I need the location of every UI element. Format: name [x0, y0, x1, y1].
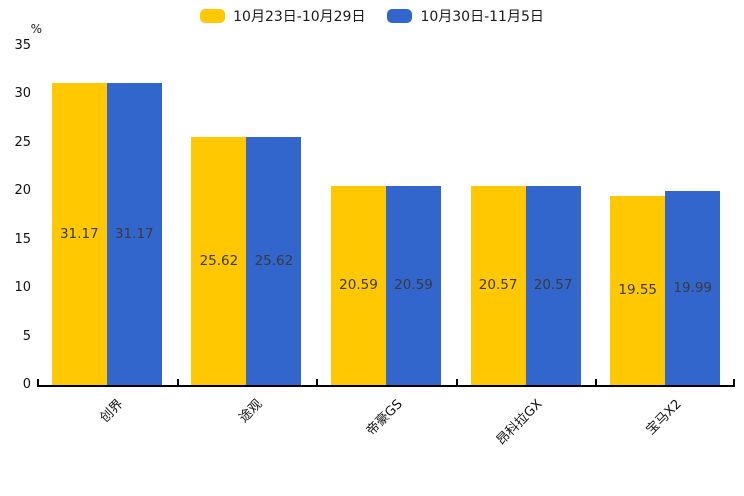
bar-宝马X2-series-2: 19.99 [665, 191, 721, 385]
bar-value-label: 19.99 [673, 280, 713, 297]
category-label-途观: 途观 [236, 396, 266, 426]
x-axis-tick [316, 379, 318, 385]
bar-宝马X2-series-1: 19.55 [610, 195, 666, 385]
bar-value-label: 20.57 [533, 277, 573, 294]
bar-value-label: 31.17 [114, 226, 154, 243]
bar-昂科拉GX-series-1: 20.57 [470, 185, 526, 385]
bar-昂科拉GX-series-2: 20.57 [525, 185, 581, 385]
y-tick-label: 0 [22, 377, 31, 392]
legend-item-series-1: 10月23日-10月29日 [200, 6, 365, 26]
bar-value-label: 31.17 [59, 226, 99, 243]
legend-item-series-2: 10月30日-11月5日 [387, 6, 544, 26]
legend-swatch-icon [387, 9, 413, 23]
bar-value-label: 25.62 [254, 252, 294, 269]
x-axis-tick [37, 379, 39, 385]
plot-area: 0 5 10 15 20 25 30 35 31.17 31.17 25.62 25.62 20.59 2… [14, 38, 735, 392]
bar-value-label: 19.55 [618, 282, 658, 299]
legend-label: 10月23日-10月29日 [233, 9, 366, 25]
y-tick-label: 5 [22, 328, 31, 344]
x-axis-tick [595, 379, 597, 385]
x-axis-tick [177, 379, 179, 385]
legend-label: 10月30日-11月5日 [420, 9, 544, 25]
bar-value-label: 25.62 [199, 252, 239, 269]
bar-value-label: 20.57 [478, 277, 518, 294]
bar-创界-series-2: 31.17 [106, 83, 162, 385]
bar-途观-series-1: 25.62 [191, 136, 247, 385]
y-tick-label: 10 [14, 280, 31, 296]
y-tick-label: 20 [14, 183, 31, 199]
x-axis-labels: 创界 途观 帝豪GS 昂科拉GX 宝马X2 [37, 392, 735, 462]
bar-value-label: 20.59 [339, 277, 378, 294]
category-label-宝马X2: 宝马X2 [643, 396, 685, 438]
category-label-创界: 创界 [97, 396, 127, 426]
bar-途观-series-2: 25.62 [246, 136, 302, 385]
y-tick-label: 35 [14, 38, 31, 53]
bar-value-label: 20.59 [394, 277, 433, 294]
category-label-昂科拉GX: 昂科拉GX [493, 396, 546, 449]
category-label-帝豪GS: 帝豪GS [363, 396, 406, 439]
legend-swatch-icon [200, 9, 226, 23]
y-tick-label: 15 [14, 231, 31, 247]
y-tick-label: 25 [14, 134, 31, 150]
y-axis-unit-label: % [30, 22, 42, 36]
x-axis-tick [733, 379, 735, 385]
y-tick-label: 30 [14, 86, 31, 102]
x-axis-tick [456, 379, 458, 385]
bar-帝豪GS-series-2: 20.59 [386, 185, 441, 385]
legend: 10月23日-10月29日 10月30日-11月5日 [0, 6, 744, 26]
bar-帝豪GS-series-1: 20.59 [331, 185, 386, 385]
bar-创界-series-1: 31.17 [51, 83, 107, 385]
